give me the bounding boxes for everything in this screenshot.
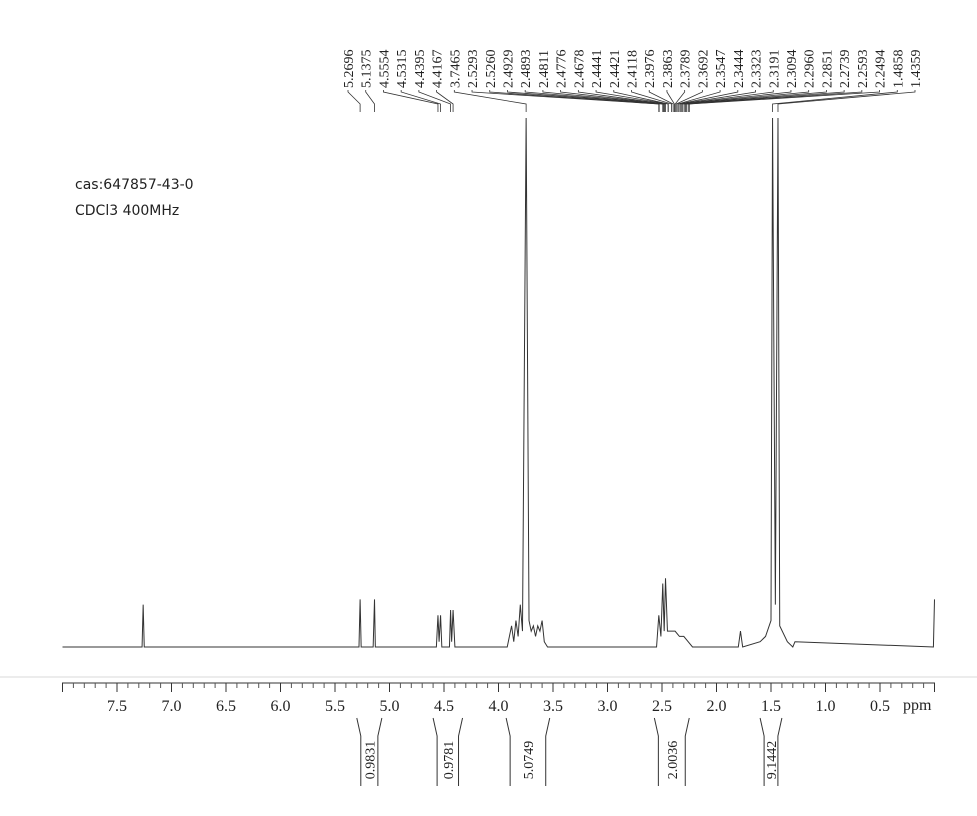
x-tick-label: 3.0 [598, 698, 618, 715]
x-tick-label: 4.0 [489, 698, 509, 715]
integral-bracket [759, 717, 765, 786]
peak-leader [674, 90, 686, 112]
peak-leader [685, 90, 827, 112]
integral-label: 0.9781 [442, 741, 457, 780]
x-tick-label: 2.0 [707, 698, 727, 715]
peak-leader [560, 90, 665, 112]
peak-leader [666, 90, 675, 112]
x-tick-label: 1.5 [761, 698, 781, 715]
peak-label: 2.3692 [696, 50, 711, 89]
peak-label: 4.4395 [413, 50, 428, 89]
peak-leader [683, 90, 810, 112]
peak-label: 2.4421 [608, 50, 623, 89]
peak-label: 1.4858 [891, 50, 906, 89]
annotation: cas:647857-43-0 [75, 177, 194, 193]
integral-bracket [356, 717, 362, 786]
peak-label: 2.4678 [572, 50, 587, 89]
peak-label: 2.3323 [750, 50, 765, 89]
x-tick-label: 7.0 [162, 698, 182, 715]
integral-bracket [458, 717, 464, 786]
peak-leader [347, 90, 361, 112]
peak-leader [678, 90, 739, 112]
peak-label: 2.2960 [803, 50, 818, 89]
peak-label: 2.4118 [626, 50, 641, 88]
x-tick-label: 6.5 [216, 698, 236, 715]
peak-label: 2.4776 [555, 50, 570, 89]
peak-leader [675, 90, 703, 112]
peak-leader [489, 90, 660, 112]
integral-label: 5.0749 [522, 741, 537, 780]
peak-leader [613, 90, 669, 112]
x-tick-label: 7.5 [107, 698, 127, 715]
peak-leader [648, 90, 674, 112]
spectrum [62, 117, 935, 648]
peak-label: 2.4441 [590, 50, 605, 89]
peak-leader [524, 90, 664, 112]
peak-leader [686, 90, 845, 112]
peak-label: 2.3191 [767, 50, 782, 89]
peak-leader [631, 90, 673, 112]
integral-label: 9.1442 [765, 741, 780, 780]
integral-label: 2.0036 [666, 741, 681, 780]
peak-leader [577, 90, 666, 112]
integral-bracket [505, 717, 511, 786]
integral-bracket [777, 717, 783, 786]
peak-leader [418, 90, 451, 112]
x-tick-label: 5.0 [380, 698, 400, 715]
integral-bracket [653, 717, 659, 786]
peak-label: 2.3789 [679, 50, 694, 89]
peak-label: 5.2696 [342, 50, 357, 89]
peak-label: 2.3976 [643, 50, 658, 89]
integral-bracket [545, 717, 551, 786]
peak-label: 1.4359 [909, 50, 924, 89]
peak-label: 2.4893 [519, 50, 534, 89]
x-tick-label: 0.5 [870, 698, 890, 715]
peak-leader [679, 90, 756, 112]
peak-label: 2.4811 [537, 50, 552, 88]
peak-leader [436, 90, 454, 112]
peak-label: 2.2739 [838, 50, 853, 89]
integral-bracket [377, 717, 383, 786]
integral-bracket [432, 717, 438, 786]
peak-label: 2.5260 [484, 50, 499, 89]
peak-label: 4.5315 [395, 50, 410, 89]
peak-label: 2.3094 [785, 50, 800, 89]
peak-leader [777, 90, 916, 112]
integral-label: 0.9831 [363, 741, 378, 780]
peak-leader [772, 90, 898, 112]
x-tick-label: 6.0 [271, 698, 291, 715]
peak-label: 2.3444 [732, 50, 747, 89]
peak-leader [453, 90, 527, 112]
peak-leader [681, 90, 774, 112]
peak-label: 2.3863 [661, 50, 676, 89]
peak-label: 5.1375 [360, 50, 375, 89]
x-tick-label: 5.5 [325, 698, 345, 715]
peak-label: 2.3547 [714, 50, 729, 89]
x-tick-label: 1.0 [816, 698, 836, 715]
peak-leader [383, 90, 439, 112]
x-tick-label: 2.5 [652, 698, 672, 715]
x-tick-label: 3.5 [543, 698, 563, 715]
peak-leader [400, 90, 441, 112]
peak-label: 2.2494 [874, 50, 889, 89]
peak-leader [677, 90, 721, 112]
peak-leader [365, 90, 375, 112]
peak-label: 2.2851 [820, 50, 835, 89]
peak-label: 4.4167 [431, 50, 446, 89]
peak-label: 3.7465 [448, 50, 463, 89]
peak-leader [687, 90, 863, 112]
peak-label: 2.2593 [856, 50, 871, 89]
peak-label: 2.5293 [466, 50, 481, 89]
peak-leader [682, 90, 792, 112]
x-tick-label: 4.5 [434, 698, 454, 715]
peak-label: 2.4929 [501, 50, 516, 89]
peak-leader [688, 90, 880, 112]
integral-bracket [684, 717, 690, 786]
peak-label: 4.5554 [377, 50, 392, 89]
x-axis-label: ppm [903, 697, 932, 714]
annotation: CDCl3 400MHz [75, 203, 179, 219]
